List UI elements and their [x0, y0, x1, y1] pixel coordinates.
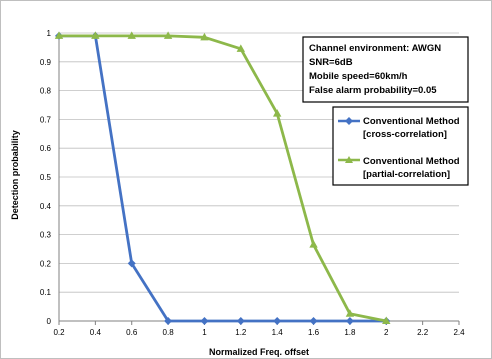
series-1-point-8	[345, 309, 355, 317]
legend-marker-partial-correlation	[345, 156, 353, 163]
annotation-frame	[302, 36, 469, 103]
series-1-point-9	[382, 316, 391, 324]
x-tick-label-2: 0.6	[126, 328, 138, 337]
legend-marker-cross-correlation	[345, 117, 353, 125]
y-tick-label-3: 0.3	[40, 231, 52, 240]
series-1-point-1	[91, 31, 100, 39]
annotation-line-2: SNR=6dB	[309, 57, 353, 68]
legend-label-cross-correlation-line1: Conventional Method	[363, 116, 460, 127]
series-0-point-4	[200, 317, 209, 325]
y-tick-label-9: 0.9	[40, 58, 52, 67]
legend-label-cross-correlation-line2: [cross-correlation]	[363, 129, 447, 140]
x-axis-title: Normalized Freq. offset	[209, 347, 309, 357]
x-tick-label-11: 2.4	[453, 328, 465, 337]
x-tick-label-1: 0.4	[90, 328, 102, 337]
series-1-point-3	[163, 31, 173, 39]
x-tick-label-7: 1.6	[308, 328, 320, 337]
series-0-point-3	[164, 317, 173, 325]
y-tick-label-7: 0.7	[40, 115, 52, 124]
condition-annotation-box: Channel environment: AWGN SNR=6dB Mobile…	[302, 36, 469, 103]
series-1-point-0	[54, 31, 64, 39]
y-tick-label-10: 1	[47, 29, 52, 38]
series-1-point-2	[127, 31, 136, 39]
annotation-line-4: False alarm probability=0.05	[309, 85, 437, 96]
y-tick-label-0: 0	[47, 317, 52, 326]
y-tick-label-1: 0.1	[40, 288, 52, 297]
series-1-point-7	[309, 240, 318, 248]
series-line-0	[59, 34, 387, 323]
series-1-point-6	[272, 109, 282, 117]
series-group	[54, 31, 391, 325]
y-tick-label-8: 0.8	[40, 87, 52, 96]
y-tick-label-6: 0.6	[40, 144, 52, 153]
series-1-point-4	[200, 32, 209, 41]
x-tick-label-0: 0.2	[53, 328, 65, 337]
legend-label-partial-correlation-line2: [partial-correlation]	[363, 169, 450, 180]
y-tick-labels: 0 0.1 0.2 0.3 0.4 0.5 0.6 0.7 0.8 0.9 1	[40, 29, 52, 326]
y-axis-title: Detection probability	[10, 130, 20, 220]
x-tick-label-9: 2	[384, 328, 389, 337]
y-tick-label-4: 0.4	[40, 202, 52, 211]
series-0-point-7	[309, 317, 318, 325]
series-0-point-5	[236, 317, 245, 325]
x-tick-labels: 0.2 0.4 0.6 0.8 1 1.2 1.4 1.6 1.8 2 2.2 2.4	[53, 328, 465, 337]
x-tick-label-6: 1.4	[272, 328, 284, 337]
x-tick-label-4: 1	[202, 328, 207, 337]
x-tick-label-3: 0.8	[163, 328, 175, 337]
annotation-line-3: Mobile speed=60km/h	[309, 71, 408, 82]
series-line-1	[59, 34, 387, 323]
series-1-point-5	[236, 44, 246, 52]
x-tick-label-10: 2.2	[417, 328, 429, 337]
y-tick-label-5: 0.5	[40, 173, 52, 182]
x-tick-label-8: 1.8	[344, 328, 356, 337]
legend: Conventional Method [cross-correlation] …	[332, 106, 469, 186]
y-tick-label-2: 0.2	[40, 259, 52, 268]
legend-label-partial-correlation-line1: Conventional Method	[363, 156, 460, 167]
annotation-line-1: Channel environment: AWGN	[309, 43, 441, 54]
series-0-point-8	[345, 317, 354, 325]
series-0-point-6	[273, 317, 282, 325]
series-0-point-2	[127, 259, 136, 268]
x-tick-label-5: 1.2	[235, 328, 247, 337]
